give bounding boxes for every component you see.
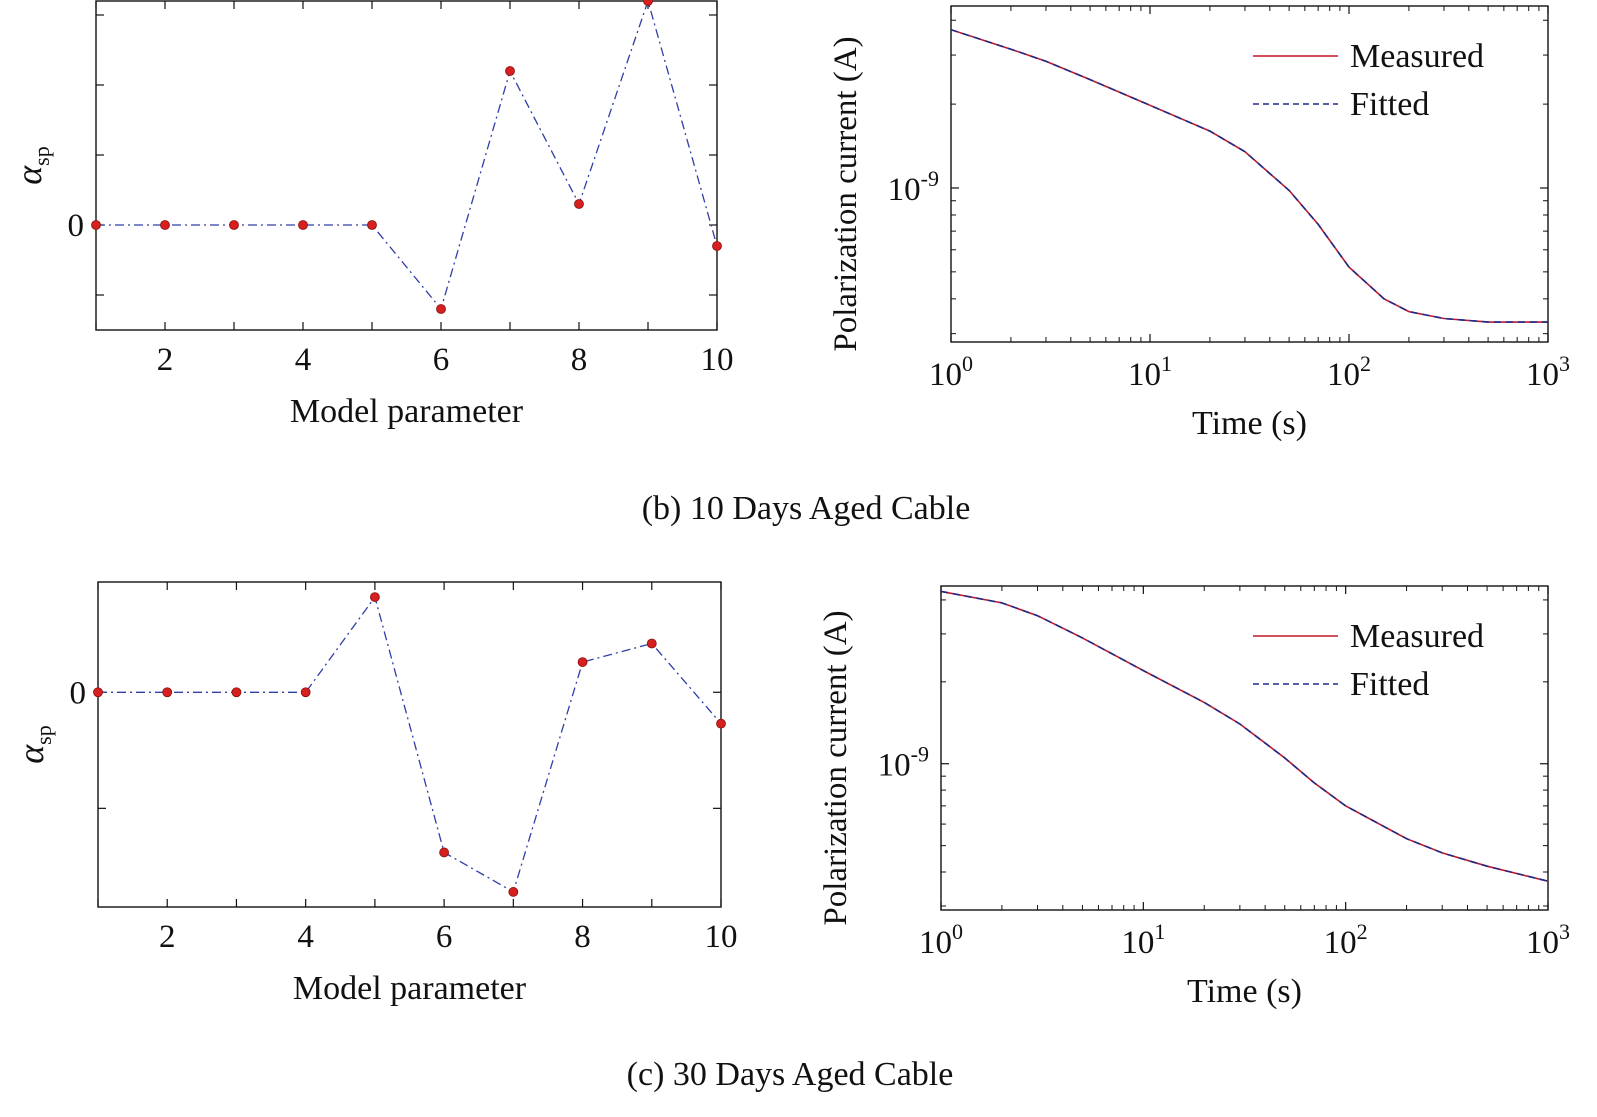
chart-c-alpha: 2 4 6 8 10 0 Model parameter αsp bbox=[11, 581, 738, 1007]
legend-label-fitted: Fitted bbox=[1350, 86, 1429, 123]
series-line-alpha bbox=[98, 595, 722, 893]
data-point bbox=[162, 687, 173, 698]
caption-c: (c) 30 Days Aged Cable bbox=[627, 1056, 954, 1093]
x-axis-label: Model parameter bbox=[290, 393, 524, 430]
data-point bbox=[574, 199, 584, 209]
x-tick-label: 6 bbox=[433, 342, 450, 378]
chart-c-current: 100 101 102 103 10-9 Time (s) Polarization cur… bbox=[818, 585, 1570, 1010]
x-tick-label: 100 bbox=[929, 351, 973, 393]
y-tick-label: 10-9 bbox=[878, 742, 929, 784]
data-point bbox=[369, 592, 380, 602]
x-tick-label: 102 bbox=[1327, 351, 1371, 393]
x-tick-label: 101 bbox=[1128, 351, 1172, 393]
legend-label-measured: Measured bbox=[1350, 618, 1484, 655]
y-axis-label: αsp bbox=[11, 725, 56, 763]
caption-b: (b) 10 Days Aged Cable bbox=[642, 490, 971, 527]
x-tick-label: 2 bbox=[157, 342, 174, 378]
y-tick-label: 0 bbox=[70, 675, 87, 711]
data-point bbox=[643, 0, 653, 6]
plot-frame bbox=[950, 5, 1549, 343]
legend-label-measured: Measured bbox=[1350, 38, 1484, 75]
data-point bbox=[508, 887, 519, 897]
data-point bbox=[505, 66, 515, 76]
x-axis-label: Time (s) bbox=[1187, 973, 1302, 1010]
data-point bbox=[439, 847, 450, 858]
y-axis-label: Polarization current (A) bbox=[818, 610, 854, 925]
x-tick-label: 100 bbox=[919, 919, 963, 961]
x-tick-label: 10 bbox=[701, 342, 734, 378]
legend-label-fitted: Fitted bbox=[1350, 666, 1429, 703]
data-point bbox=[646, 638, 657, 649]
chart-b-alpha: 2 4 6 8 10 0 Model parameter αsp bbox=[9, 0, 734, 430]
x-tick-label: 4 bbox=[295, 342, 312, 378]
data-point bbox=[436, 304, 446, 314]
x-axis-label: Model parameter bbox=[293, 970, 527, 1007]
data-point bbox=[93, 687, 103, 698]
y-tick-label: 0 bbox=[68, 208, 85, 244]
data-point bbox=[577, 657, 588, 667]
x-tick-label: 6 bbox=[436, 919, 453, 955]
plot-frame bbox=[95, 0, 718, 331]
series-line-fitted bbox=[951, 28, 1548, 323]
x-tick-label: 101 bbox=[1121, 919, 1165, 961]
data-point bbox=[229, 220, 239, 230]
plot-frame bbox=[97, 581, 722, 908]
x-tick-label: 10 bbox=[705, 919, 738, 955]
x-axis-label: Time (s) bbox=[1192, 405, 1307, 442]
plot-frame bbox=[940, 585, 1549, 911]
data-point bbox=[300, 687, 311, 698]
data-point bbox=[712, 241, 722, 251]
x-tick-label: 8 bbox=[574, 919, 591, 955]
chart-b-current: 100 101 102 103 10-9 Time (s) Polarization cur… bbox=[828, 5, 1570, 442]
x-tick-label: 4 bbox=[297, 919, 314, 955]
y-axis-label: Polarization current (A) bbox=[828, 36, 864, 351]
data-point bbox=[367, 220, 377, 230]
data-point bbox=[716, 718, 726, 729]
data-point bbox=[298, 220, 308, 230]
series-line-fitted bbox=[941, 590, 1549, 882]
y-tick-label: 10-9 bbox=[888, 166, 939, 208]
series-line-alpha bbox=[96, 0, 718, 311]
data-point bbox=[231, 687, 242, 698]
x-tick-label: 103 bbox=[1526, 919, 1570, 961]
x-tick-label: 2 bbox=[159, 919, 176, 955]
x-tick-label: 8 bbox=[571, 342, 588, 378]
y-axis-label: αsp bbox=[9, 146, 54, 184]
data-point bbox=[91, 220, 101, 230]
x-tick-label: 103 bbox=[1526, 351, 1570, 393]
data-point bbox=[160, 220, 170, 230]
x-tick-label: 102 bbox=[1324, 919, 1368, 961]
